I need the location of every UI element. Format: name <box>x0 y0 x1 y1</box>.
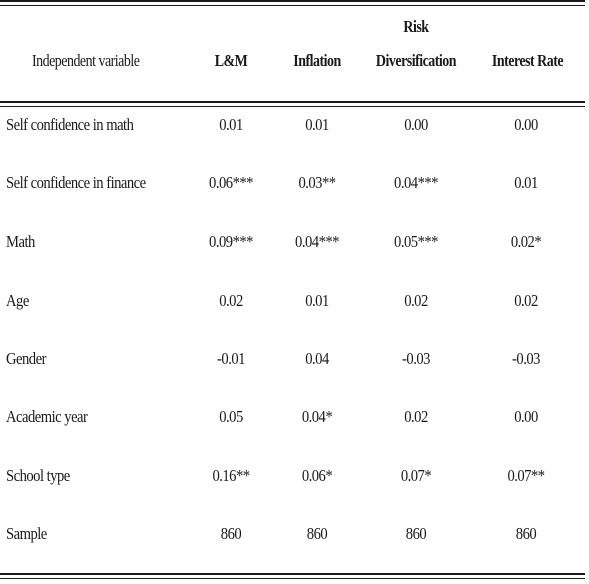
header-rule <box>0 101 585 103</box>
table-cell: 0.06* <box>301 466 333 485</box>
header-interest-rate: Interest Rate <box>491 51 564 70</box>
table-cell: 0.04 <box>305 349 329 368</box>
table-cell: -0.03 <box>512 349 540 368</box>
table-cell: 860 <box>306 524 328 543</box>
row-label: Self confidence in finance <box>6 173 146 192</box>
table-cell: 0.01 <box>305 291 329 310</box>
table-cell: 0.05 <box>219 407 243 426</box>
table-cell: 0.02 <box>404 291 428 310</box>
row-label: Math <box>6 232 35 251</box>
table-cell: 0.03** <box>298 173 336 192</box>
table-cell: 0.06*** <box>209 173 253 192</box>
header-lm: L&M <box>214 51 248 70</box>
table-cell: 860 <box>405 524 427 543</box>
table-cell: 0.02 <box>219 291 243 310</box>
table-cell: -0.01 <box>217 349 245 368</box>
header-rule-thin <box>0 106 585 107</box>
row-label: Self confidence in math <box>6 115 134 134</box>
table-cell: 0.05*** <box>394 232 438 251</box>
table-cell: 0.02 <box>514 291 538 310</box>
table-cell: 0.01 <box>219 115 243 134</box>
table-cell: 0.00 <box>404 115 428 134</box>
row-label: School type <box>6 466 70 485</box>
table-cell: 0.04* <box>301 407 333 426</box>
row-label: Sample <box>6 524 47 543</box>
top-rule-thin <box>0 5 585 6</box>
row-label: Academic year <box>6 407 88 426</box>
header-inflation: Inflation <box>293 51 341 70</box>
table-cell: 0.01 <box>305 115 329 134</box>
bottom-rule-thin <box>0 578 585 579</box>
table-cell: 0.02 <box>404 407 428 426</box>
header-diversification: Diversification <box>375 51 457 70</box>
table-cell: 0.01 <box>514 173 538 192</box>
top-rule <box>0 0 585 2</box>
table-cell: -0.03 <box>402 349 430 368</box>
header-risk: Risk <box>403 17 429 36</box>
table-cell: 0.00 <box>514 115 538 134</box>
table-cell: 0.00 <box>514 407 538 426</box>
row-label: Gender <box>6 349 46 368</box>
row-label: Age <box>6 291 29 310</box>
table-cell: 0.07* <box>400 466 432 485</box>
table-cell: 860 <box>515 524 537 543</box>
table-cell: 0.02* <box>510 232 542 251</box>
bottom-rule <box>0 573 585 575</box>
table-cell: 860 <box>220 524 242 543</box>
header-independent-variable: Independent variable <box>32 51 140 70</box>
table-cell: 0.09*** <box>209 232 253 251</box>
table-cell: 0.04*** <box>295 232 339 251</box>
table-cell: 0.07** <box>507 466 545 485</box>
table-cell: 0.04*** <box>394 173 438 192</box>
table-cell: 0.16** <box>212 466 250 485</box>
